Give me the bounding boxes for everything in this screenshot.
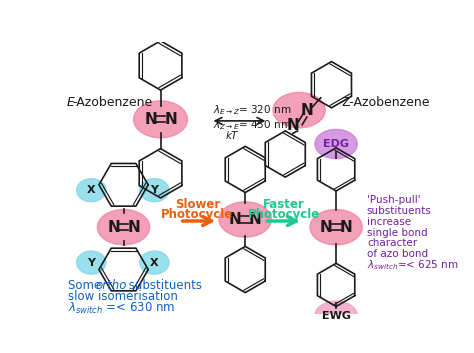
Text: Photocycle: Photocycle — [247, 208, 320, 221]
Ellipse shape — [315, 129, 357, 158]
Ellipse shape — [140, 179, 169, 202]
Text: Y: Y — [87, 258, 95, 268]
Text: EDG: EDG — [323, 139, 349, 149]
Ellipse shape — [310, 209, 362, 245]
Ellipse shape — [140, 251, 169, 274]
Ellipse shape — [219, 202, 272, 237]
Text: slow isomerisation: slow isomerisation — [68, 290, 178, 303]
Text: EWG: EWG — [321, 311, 351, 321]
Text: increase: increase — [367, 217, 411, 227]
Text: substituents: substituents — [125, 279, 202, 292]
Text: of azo bond: of azo bond — [367, 249, 428, 259]
Text: N: N — [340, 220, 353, 235]
Text: N: N — [287, 118, 300, 133]
Text: ortho: ortho — [96, 279, 128, 292]
Text: $\lambda_{Z\to E}$= 450 nm: $\lambda_{Z\to E}$= 450 nm — [213, 118, 291, 132]
Text: E: E — [66, 96, 74, 109]
Text: Photocycle: Photocycle — [161, 208, 234, 221]
Text: Y: Y — [150, 185, 158, 195]
Text: X: X — [87, 185, 96, 195]
Text: $\lambda_{switch}$ =< 630 nm: $\lambda_{switch}$ =< 630 nm — [68, 301, 175, 316]
Ellipse shape — [77, 251, 106, 274]
Text: N: N — [144, 112, 157, 127]
Text: character: character — [367, 238, 417, 248]
Text: N: N — [249, 212, 262, 227]
Text: 'Push-pull': 'Push-pull' — [367, 195, 420, 205]
Text: N: N — [319, 220, 332, 235]
Text: Z-Azobenzene: Z-Azobenzene — [341, 96, 430, 109]
Text: N: N — [164, 112, 177, 127]
Text: Faster: Faster — [263, 198, 305, 210]
Text: Slower: Slower — [175, 198, 220, 210]
Text: single bond: single bond — [367, 228, 428, 238]
Text: N: N — [301, 103, 313, 118]
Text: N: N — [107, 220, 120, 235]
Ellipse shape — [315, 301, 357, 330]
Ellipse shape — [273, 92, 325, 128]
Text: X: X — [150, 258, 159, 268]
Text: kT: kT — [226, 131, 238, 141]
Text: -Azobenzene: -Azobenzene — [73, 96, 153, 109]
Text: Some: Some — [68, 279, 105, 292]
Ellipse shape — [134, 101, 188, 138]
Text: $\lambda_{switch}$=< 625 nm: $\lambda_{switch}$=< 625 nm — [367, 258, 459, 272]
Ellipse shape — [97, 209, 150, 245]
Text: N: N — [229, 212, 242, 227]
Text: substituents: substituents — [367, 206, 432, 216]
Ellipse shape — [77, 179, 106, 202]
Text: N: N — [127, 220, 140, 235]
Text: $\lambda_{E\to Z}$= 320 nm: $\lambda_{E\to Z}$= 320 nm — [213, 103, 291, 117]
